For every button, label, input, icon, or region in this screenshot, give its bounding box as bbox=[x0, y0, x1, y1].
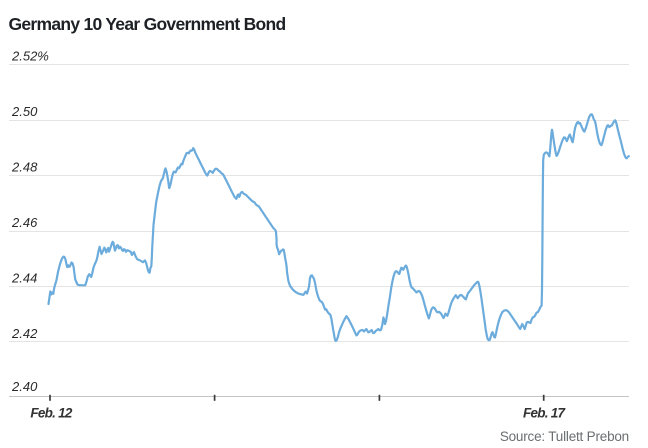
svg-text:2.40: 2.40 bbox=[11, 379, 38, 394]
svg-text:Source: Tullett Prebon: Source: Tullett Prebon bbox=[500, 429, 629, 444]
svg-text:2.44: 2.44 bbox=[11, 270, 37, 285]
svg-text:2.46: 2.46 bbox=[11, 215, 38, 230]
svg-text:2.48: 2.48 bbox=[11, 159, 38, 174]
svg-text:2.50: 2.50 bbox=[11, 104, 38, 119]
svg-text:Germany 10 Year Government Bon: Germany 10 Year Government Bond bbox=[9, 14, 286, 34]
svg-text:Feb. 12: Feb. 12 bbox=[30, 406, 73, 421]
svg-text:Feb. 17: Feb. 17 bbox=[523, 406, 567, 421]
svg-text:2.52%: 2.52% bbox=[11, 48, 49, 63]
svg-text:2.42: 2.42 bbox=[11, 326, 38, 341]
